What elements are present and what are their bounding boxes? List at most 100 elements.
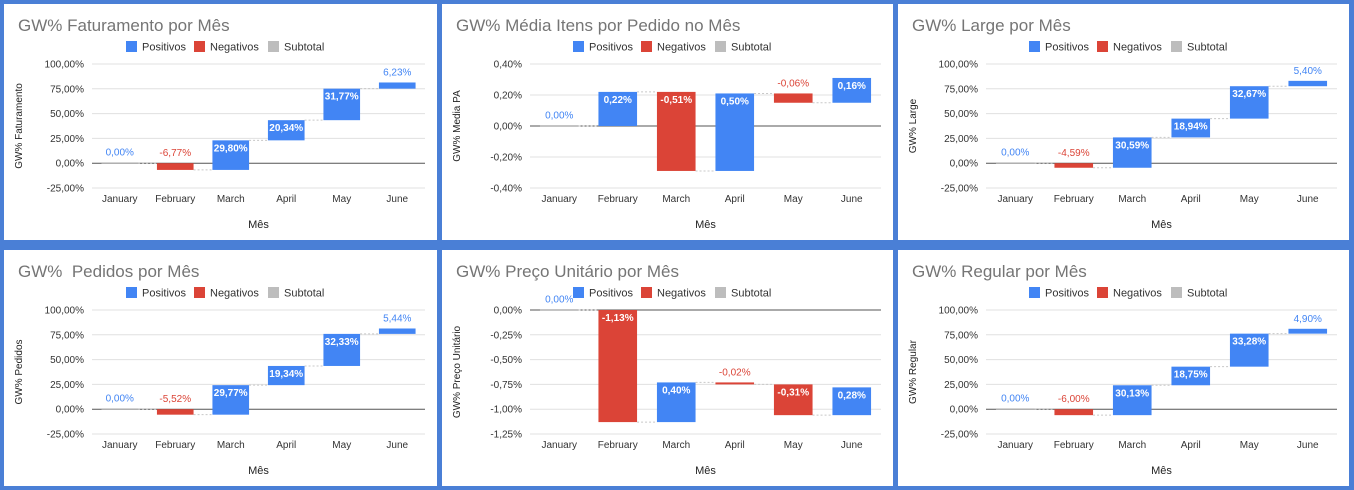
legend-positivos-swatch xyxy=(126,287,137,298)
x-axis-title: Mês xyxy=(695,465,716,477)
bar-january xyxy=(101,162,139,164)
data-label: 29,77% xyxy=(214,388,248,399)
legend-subtotal-label: Subtotal xyxy=(284,42,324,54)
chart-legend: Positivos Negativos Subtotal xyxy=(1029,41,1227,54)
data-label: 0,16% xyxy=(838,81,866,92)
x-tick-label: June xyxy=(841,440,863,451)
data-label: 19,34% xyxy=(269,369,303,380)
bar-february xyxy=(156,409,194,415)
y-tick-label: 75,00% xyxy=(944,84,978,95)
bar-may xyxy=(1229,333,1269,367)
legend-positivos-swatch xyxy=(573,41,584,52)
x-axis-title: Mês xyxy=(695,219,716,231)
data-label: 0,50% xyxy=(721,96,749,107)
legend-negativos-swatch xyxy=(194,41,205,52)
chart-panel-preco-unitario[interactable]: GW% Preço Unitário por Mês Positivos Nega… xyxy=(442,250,893,486)
legend-subtotal-label: Subtotal xyxy=(1187,42,1227,54)
bar-april xyxy=(715,382,755,385)
bar-march xyxy=(1112,385,1152,416)
y-tick-label: -25,00% xyxy=(941,184,978,195)
data-label: -1,13% xyxy=(602,313,634,324)
data-label: 33,28% xyxy=(1232,337,1266,348)
chart-panel-pedidos[interactable]: GW% Pedidos por Mês Positivos Negativos Su… xyxy=(4,250,437,486)
y-tick-label: -0,40% xyxy=(490,184,522,195)
y-axis-title: GW% Large xyxy=(908,98,919,153)
bar-march xyxy=(656,91,696,171)
y-tick-label: 0,00% xyxy=(56,159,84,170)
y-tick-label: 0,00% xyxy=(494,122,522,133)
x-tick-label: June xyxy=(1297,440,1319,451)
legend-positivos-swatch xyxy=(1029,41,1040,52)
bar-april xyxy=(1171,118,1211,138)
bar-june xyxy=(832,387,872,416)
legend-positivos-label: Positivos xyxy=(1045,288,1090,300)
x-tick-label: January xyxy=(541,194,577,205)
chart-panel-regular[interactable]: GW% Regular por Mês Positivos Negativos Su… xyxy=(898,250,1349,486)
x-axis-title: Mês xyxy=(248,465,269,477)
data-label: 32,33% xyxy=(325,337,359,348)
chart-legend: Positivos Negativos Subtotal xyxy=(573,287,771,300)
data-label: 0,00% xyxy=(1001,147,1029,158)
waterfall-chart-media-itens: Positivos Negativos Subtotal 0,40% 0,20% 0,00… xyxy=(452,41,881,231)
legend-subtotal-swatch xyxy=(268,287,279,298)
data-label: -0,51% xyxy=(660,95,692,106)
data-label: 0,00% xyxy=(106,147,134,158)
data-label: 0,22% xyxy=(604,95,632,106)
data-label: 20,34% xyxy=(269,123,303,134)
y-tick-label: 0,40% xyxy=(494,60,522,71)
x-tick-label: January xyxy=(997,440,1033,451)
data-label: -0,02% xyxy=(719,367,751,378)
data-label: 18,94% xyxy=(1174,122,1208,133)
y-axis-title: GW% Regular xyxy=(908,339,919,404)
x-tick-label: February xyxy=(1054,194,1094,205)
chart-panel-media-itens[interactable]: GW% Média Itens por Pedido no Mês Positi… xyxy=(442,4,893,240)
x-tick-label: April xyxy=(1181,194,1201,205)
y-tick-label: 50,00% xyxy=(50,109,84,120)
bar-may xyxy=(1229,86,1269,119)
x-tick-label: April xyxy=(725,194,745,205)
waterfall-chart-pedidos: Positivos Negativos Subtotal 100,00% 75,00% 5… xyxy=(14,287,425,477)
x-tick-label: April xyxy=(276,440,296,451)
chart-panel-large[interactable]: GW% Large por Mês Positivos Negativos Subt… xyxy=(898,4,1349,240)
bar-may xyxy=(773,384,813,416)
data-label: 5,44% xyxy=(383,313,411,324)
bar-june xyxy=(1288,80,1328,87)
x-tick-label: June xyxy=(386,194,408,205)
legend-negativos-swatch xyxy=(641,41,652,52)
legend-subtotal-label: Subtotal xyxy=(1187,288,1227,300)
chart-panel-faturamento[interactable]: GW% Faturamento por Mês Positivos Negativ… xyxy=(4,4,437,240)
x-tick-label: April xyxy=(1181,440,1201,451)
bar-january xyxy=(101,408,139,410)
y-tick-label: 25,00% xyxy=(944,380,978,391)
data-label: 0,40% xyxy=(662,385,690,396)
y-tick-label: -25,00% xyxy=(47,184,84,195)
data-label: 32,67% xyxy=(1232,89,1266,100)
data-label: -6,77% xyxy=(159,148,191,159)
y-tick-label: 100,00% xyxy=(939,306,979,317)
y-axis-title: GW% Faturamento xyxy=(14,83,25,169)
bar-january xyxy=(539,309,579,311)
bar-april xyxy=(1171,366,1211,386)
data-label: 30,59% xyxy=(1115,140,1149,151)
chart-legend: Positivos Negativos Subtotal xyxy=(126,287,324,300)
bar-march xyxy=(212,140,250,170)
y-axis-title: GW% Media PA xyxy=(452,90,463,162)
x-tick-label: March xyxy=(662,194,690,205)
bar-january xyxy=(539,125,579,127)
y-tick-label: 25,00% xyxy=(50,380,84,391)
y-tick-label: 75,00% xyxy=(944,330,978,341)
x-tick-label: March xyxy=(1118,440,1146,451)
legend-positivos-label: Positivos xyxy=(142,42,187,54)
waterfall-chart-faturamento: Positivos Negativos Subtotal 100,00% 75,00% 5… xyxy=(14,41,425,231)
legend-positivos-label: Positivos xyxy=(142,288,187,300)
y-axis-title: GW% Preço Unitário xyxy=(452,325,463,418)
x-tick-label: March xyxy=(662,440,690,451)
chart-title: GW% Faturamento por Mês xyxy=(18,16,230,35)
legend-negativos-swatch xyxy=(194,287,205,298)
x-tick-label: May xyxy=(784,440,803,451)
legend-positivos-label: Positivos xyxy=(589,42,634,54)
y-tick-label: -0,50% xyxy=(490,355,522,366)
y-tick-label: 75,00% xyxy=(50,330,84,341)
bar-may xyxy=(323,333,361,366)
y-axis-title: GW% Pedidos xyxy=(14,339,25,404)
